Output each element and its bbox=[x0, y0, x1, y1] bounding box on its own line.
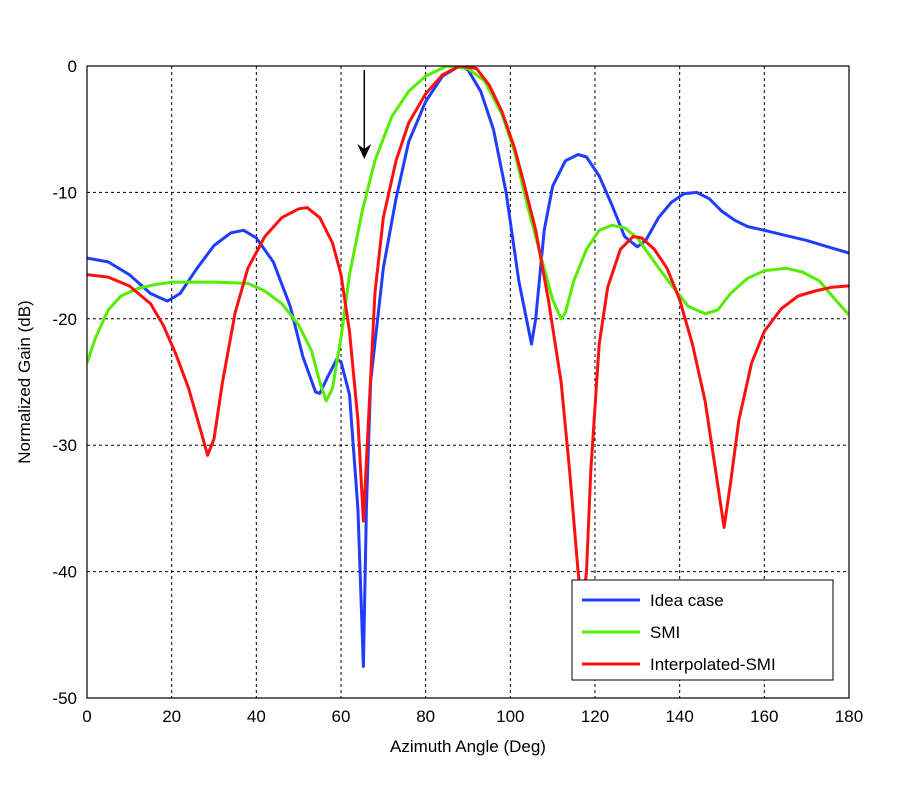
y-tick-label: -20 bbox=[52, 310, 77, 329]
grid bbox=[87, 66, 849, 698]
y-tick-label: -40 bbox=[52, 563, 77, 582]
y-axis-label: Normalized Gain (dB) bbox=[15, 300, 34, 463]
x-tick-label: 40 bbox=[247, 707, 266, 726]
legend-label: SMI bbox=[650, 623, 680, 642]
x-tick-labels: 0 20 40 60 80 100 120 140 160 180 bbox=[82, 707, 863, 726]
x-tick-label: 100 bbox=[496, 707, 524, 726]
x-tick-label: 120 bbox=[581, 707, 609, 726]
x-axis-label: Azimuth Angle (Deg) bbox=[390, 737, 546, 756]
series-line-idea-case bbox=[87, 66, 849, 668]
x-tick-label: 0 bbox=[82, 707, 91, 726]
y-tick-label: -10 bbox=[52, 183, 77, 202]
plot-frame bbox=[86, 65, 850, 699]
legend: Idea case SMI Interpolated-SMI bbox=[571, 579, 834, 681]
legend-label: Interpolated-SMI bbox=[650, 655, 776, 674]
x-tick-label: 20 bbox=[162, 707, 181, 726]
x-tick-label: 80 bbox=[416, 707, 435, 726]
y-tick-labels: 0 -10 -20 -30 -40 -50 bbox=[52, 57, 77, 708]
series-line-smi bbox=[87, 66, 849, 403]
y-tick-label: 0 bbox=[68, 57, 77, 76]
x-tick-label: 60 bbox=[332, 707, 351, 726]
x-tick-label: 160 bbox=[750, 707, 778, 726]
y-tick-label: -30 bbox=[52, 436, 77, 455]
series-line-interpolated-smi bbox=[87, 66, 849, 611]
y-tick-label: -50 bbox=[52, 689, 77, 708]
legend-label: Idea case bbox=[650, 591, 724, 610]
annotation-arrow bbox=[357, 70, 372, 159]
arrow-head-icon bbox=[357, 144, 372, 159]
x-tick-label: 180 bbox=[835, 707, 863, 726]
x-tick-label: 140 bbox=[665, 707, 693, 726]
series-lines bbox=[87, 66, 849, 668]
